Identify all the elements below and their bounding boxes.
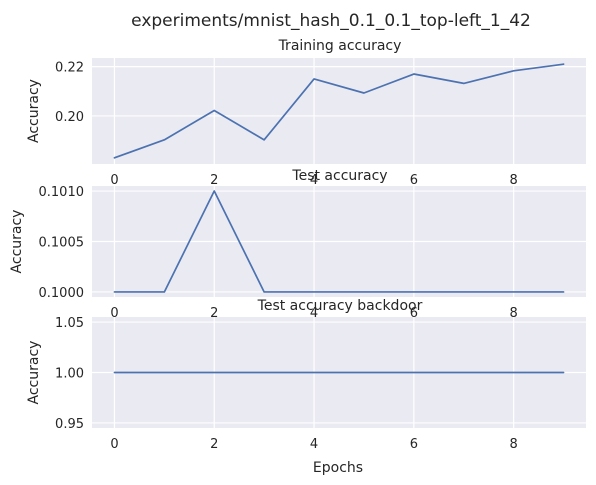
x-axis-label: Epochs bbox=[313, 460, 363, 476]
series-line bbox=[113, 63, 565, 159]
x-tick-label: 0 bbox=[110, 173, 118, 188]
x-tick-label: 6 bbox=[410, 306, 418, 321]
subplot-2: 0 2 4 6 8 0.1000 0.1005 0.1010 Test accuracy Accu… bbox=[9, 168, 586, 321]
y-tick-label: 0.1000 bbox=[39, 286, 85, 301]
subplot-1: 0 2 4 6 8 0.20 0.22 Training accuracy Accuracy bbox=[26, 38, 586, 188]
x-tick-label: 4 bbox=[310, 173, 318, 188]
x-tick-label: 8 bbox=[510, 437, 518, 452]
x-tick-label: 2 bbox=[210, 173, 218, 188]
y-tick-label: 0.95 bbox=[55, 417, 84, 432]
x-tick-label: 2 bbox=[210, 437, 218, 452]
y-axis-label: Accuracy bbox=[26, 79, 42, 143]
series-line bbox=[113, 190, 565, 293]
y-tick-label: 0.1010 bbox=[39, 185, 85, 200]
subplot-3: 0 2 4 6 8 0.95 1.00 1.05 Test accuracy backdoor A… bbox=[26, 298, 586, 476]
subplots: 0 2 4 6 8 0.20 0.22 Training accuracy Accuracy 0 2… bbox=[9, 38, 586, 476]
y-axis-label: Accuracy bbox=[26, 341, 42, 405]
x-tick-label: 6 bbox=[410, 173, 418, 188]
x-tick-label: 8 bbox=[510, 306, 518, 321]
y-tick-label: 0.1005 bbox=[39, 236, 85, 251]
x-tick-label: 6 bbox=[410, 437, 418, 452]
y-tick-label: 1.00 bbox=[55, 367, 84, 382]
x-tick-label: 2 bbox=[210, 306, 218, 321]
x-tick-label: 4 bbox=[310, 306, 318, 321]
y-tick-label: 0.20 bbox=[55, 110, 84, 125]
figure-suptitle: experiments/mnist_hash_0.1_0.1_top-left_… bbox=[131, 11, 531, 31]
x-tick-label: 0 bbox=[110, 306, 118, 321]
plot-area bbox=[92, 58, 586, 164]
y-tick-label: 0.22 bbox=[55, 61, 84, 76]
subplot-title: Test accuracy bbox=[291, 168, 387, 184]
x-tick-label: 0 bbox=[110, 437, 118, 452]
x-tick-label: 8 bbox=[510, 173, 518, 188]
y-tick-label: 1.05 bbox=[55, 316, 84, 331]
x-tick-label: 4 bbox=[310, 437, 318, 452]
subplot-title: Test accuracy backdoor bbox=[257, 298, 423, 314]
subplot-title: Training accuracy bbox=[278, 38, 402, 54]
y-axis-label: Accuracy bbox=[9, 210, 25, 274]
